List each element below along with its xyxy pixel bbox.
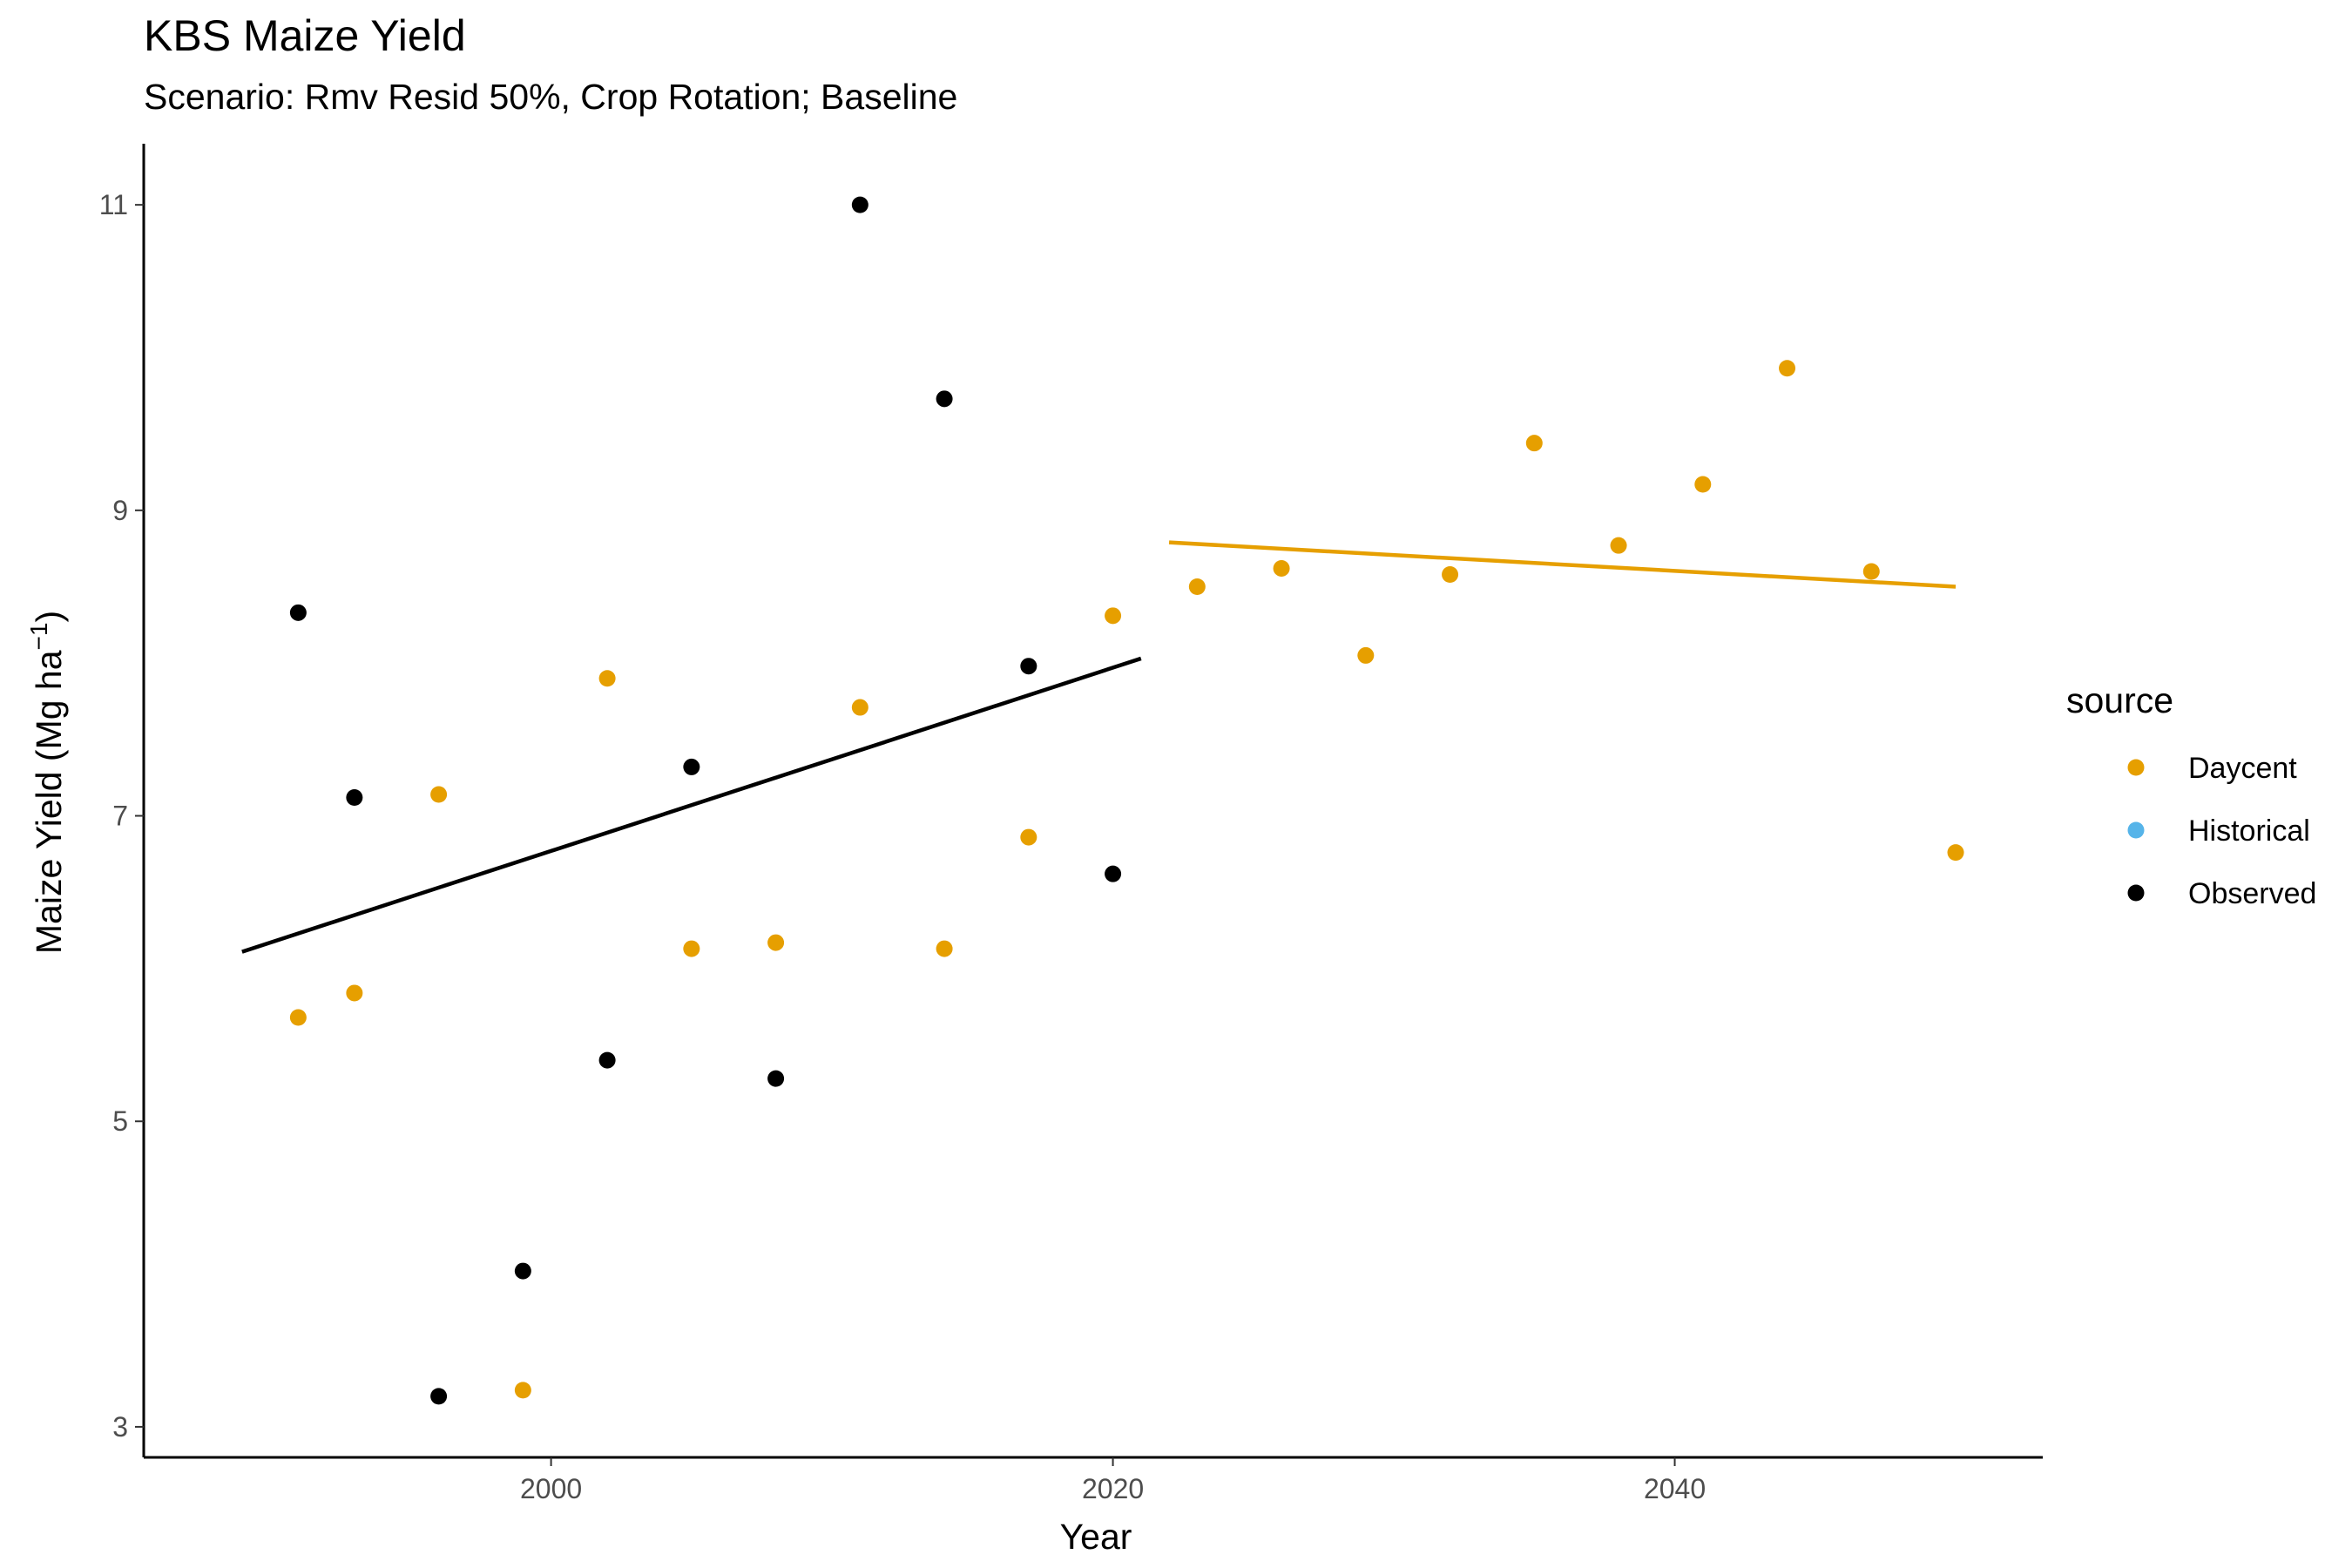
chart-subtitle: Scenario: Rmv Resid 50%, Crop Rotation; … (144, 77, 958, 117)
point-daycent (767, 934, 785, 951)
legend-label-daycent: Daycent (2188, 752, 2297, 785)
point-observed (346, 788, 363, 806)
legend-label-observed: Observed (2188, 877, 2316, 910)
point-daycent (514, 1382, 531, 1399)
y-tick-label: 3 (112, 1411, 128, 1443)
point-observed (767, 1070, 785, 1087)
point-observed (683, 758, 700, 775)
point-daycent (1694, 476, 1712, 493)
legend: source Daycent Historical Observed (2066, 680, 2316, 910)
point-daycent (1610, 537, 1627, 554)
x-tick-label: 2040 (1644, 1473, 1706, 1504)
point-daycent (936, 940, 953, 957)
legend-key-historical (2127, 821, 2145, 839)
legend-key-daycent (2127, 759, 2145, 776)
point-daycent (1947, 844, 1964, 862)
y-axis-title: Maize Yield (Mg ha−1) (25, 611, 69, 954)
chart-title: KBS Maize Yield (144, 11, 466, 60)
point-daycent (1525, 435, 1543, 452)
point-observed (514, 1262, 531, 1280)
point-daycent (851, 699, 868, 716)
legend-label-historical: Historical (2188, 814, 2310, 848)
y-tick-label: 5 (112, 1105, 128, 1137)
point-observed (1105, 865, 1122, 882)
x-axis-title: Year (1060, 1517, 1132, 1557)
x-tick-label: 2000 (520, 1473, 582, 1504)
y-tick-label: 9 (112, 495, 128, 526)
point-daycent (1442, 565, 1459, 583)
legend-title: source (2066, 680, 2173, 720)
data-points (289, 196, 1964, 1405)
trend-lines (241, 540, 1957, 954)
point-daycent (1357, 646, 1375, 664)
point-daycent (598, 670, 616, 687)
point-daycent (1188, 578, 1206, 596)
point-daycent (1273, 559, 1290, 577)
point-observed (1020, 658, 1037, 675)
trend-line-observed (241, 656, 1142, 954)
y-tick-label: 7 (112, 801, 128, 832)
point-observed (289, 604, 307, 621)
point-daycent (1105, 607, 1122, 625)
y-tick-label: 11 (99, 189, 128, 220)
legend-key-observed (2127, 884, 2145, 902)
point-observed (598, 1051, 616, 1069)
point-daycent (289, 1009, 307, 1026)
point-observed (936, 390, 953, 408)
point-daycent (430, 786, 448, 803)
point-observed (851, 196, 868, 213)
x-tick-label: 2020 (1082, 1473, 1144, 1504)
point-daycent (683, 940, 700, 957)
axes: 2000 2020 2040 3 5 7 9 11 (99, 144, 2043, 1504)
point-daycent (1862, 563, 1880, 580)
point-daycent (1779, 360, 1796, 377)
point-observed (430, 1388, 448, 1405)
trend-line-daycent (1168, 540, 1957, 589)
point-daycent (346, 984, 363, 1002)
point-daycent (1020, 828, 1037, 846)
